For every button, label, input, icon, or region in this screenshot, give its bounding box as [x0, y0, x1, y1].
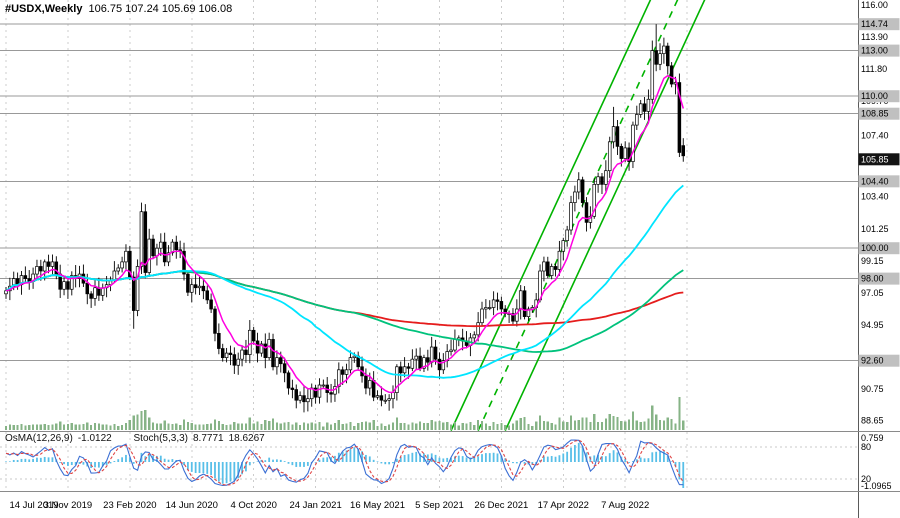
svg-text:-1.0965: -1.0965: [861, 481, 892, 491]
svg-text:80: 80: [861, 442, 871, 452]
svg-text:90.75: 90.75: [861, 384, 884, 394]
svg-text:0.759: 0.759: [861, 433, 884, 443]
stoch-label: Stoch(5,3,3): [133, 433, 188, 444]
svg-text:110.00: 110.00: [861, 91, 888, 101]
svg-text:24 Jan 2021: 24 Jan 2021: [289, 500, 341, 511]
indicator-labels: OsMA(12,26,9) -1.0122 Stoch(5,3,3) 8.7771 1…: [5, 433, 270, 444]
svg-text:103.40: 103.40: [861, 192, 889, 202]
svg-text:26 Dec 2021: 26 Dec 2021: [474, 500, 528, 511]
ma-magenta: [5, 74, 685, 394]
svg-text:16 May 2021: 16 May 2021: [350, 500, 405, 511]
indicator-panel: [0, 439, 858, 488]
svg-text:114.74: 114.74: [861, 19, 888, 29]
svg-text:23 Feb 2020: 23 Feb 2020: [103, 500, 156, 511]
sr-lines-layer: [0, 23, 858, 362]
svg-text:88.65: 88.65: [861, 416, 884, 426]
chart-title: #USDX,Weekly 106.75 107.24 105.69 106.08: [5, 3, 232, 15]
svg-text:100.00: 100.00: [861, 243, 889, 253]
stoch-k-value: 8.7771: [193, 433, 224, 444]
candles-layer: [4, 24, 685, 413]
ma-green: [5, 269, 684, 353]
svg-text:94.95: 94.95: [861, 320, 884, 330]
symbol-timeframe-label: #USDX,Weekly: [5, 3, 83, 15]
grid-layer: [5, 0, 688, 490]
svg-text:17 Apr 2022: 17 Apr 2022: [538, 500, 589, 511]
svg-text:104.40: 104.40: [861, 176, 889, 186]
stoch-main-line: [5, 439, 684, 487]
svg-text:4 Oct 2020: 4 Oct 2020: [230, 500, 276, 511]
svg-text:3 Nov 2019: 3 Nov 2019: [44, 500, 93, 511]
svg-text:98.00: 98.00: [861, 274, 884, 284]
osma-label: OsMA(12,26,9): [5, 433, 73, 444]
osma-value: -1.0122: [77, 433, 112, 444]
svg-text:92.60: 92.60: [861, 356, 884, 366]
svg-text:101.25: 101.25: [861, 224, 889, 234]
stoch-d-value: 18.6267: [228, 433, 265, 444]
stoch-signal-line: [5, 439, 684, 486]
svg-text:116.00: 116.00: [861, 0, 888, 10]
svg-text:107.40: 107.40: [861, 131, 889, 141]
svg-text:99.15: 99.15: [861, 256, 884, 266]
svg-text:5 Sep 2021: 5 Sep 2021: [415, 500, 464, 511]
volume-layer: [4, 397, 685, 430]
svg-text:111.80: 111.80: [861, 64, 887, 74]
svg-text:97.05: 97.05: [861, 288, 884, 298]
svg-text:105.85: 105.85: [861, 154, 889, 164]
svg-text:14 Jul 2019: 14 Jul 2019: [9, 500, 58, 511]
svg-text:20: 20: [861, 474, 871, 484]
svg-text:14 Jun 2020: 14 Jun 2020: [166, 500, 218, 511]
svg-text:7 Aug 2022: 7 Aug 2022: [601, 500, 649, 511]
svg-text:113.90: 113.90: [861, 32, 888, 42]
ohlc-values: 106.75 107.24 105.69 106.08: [88, 3, 233, 15]
ma-cyan: [5, 184, 684, 379]
svg-text:108.85: 108.85: [861, 109, 889, 119]
main-chart-layer: [0, 0, 858, 431]
svg-text:113.00: 113.00: [861, 46, 888, 56]
